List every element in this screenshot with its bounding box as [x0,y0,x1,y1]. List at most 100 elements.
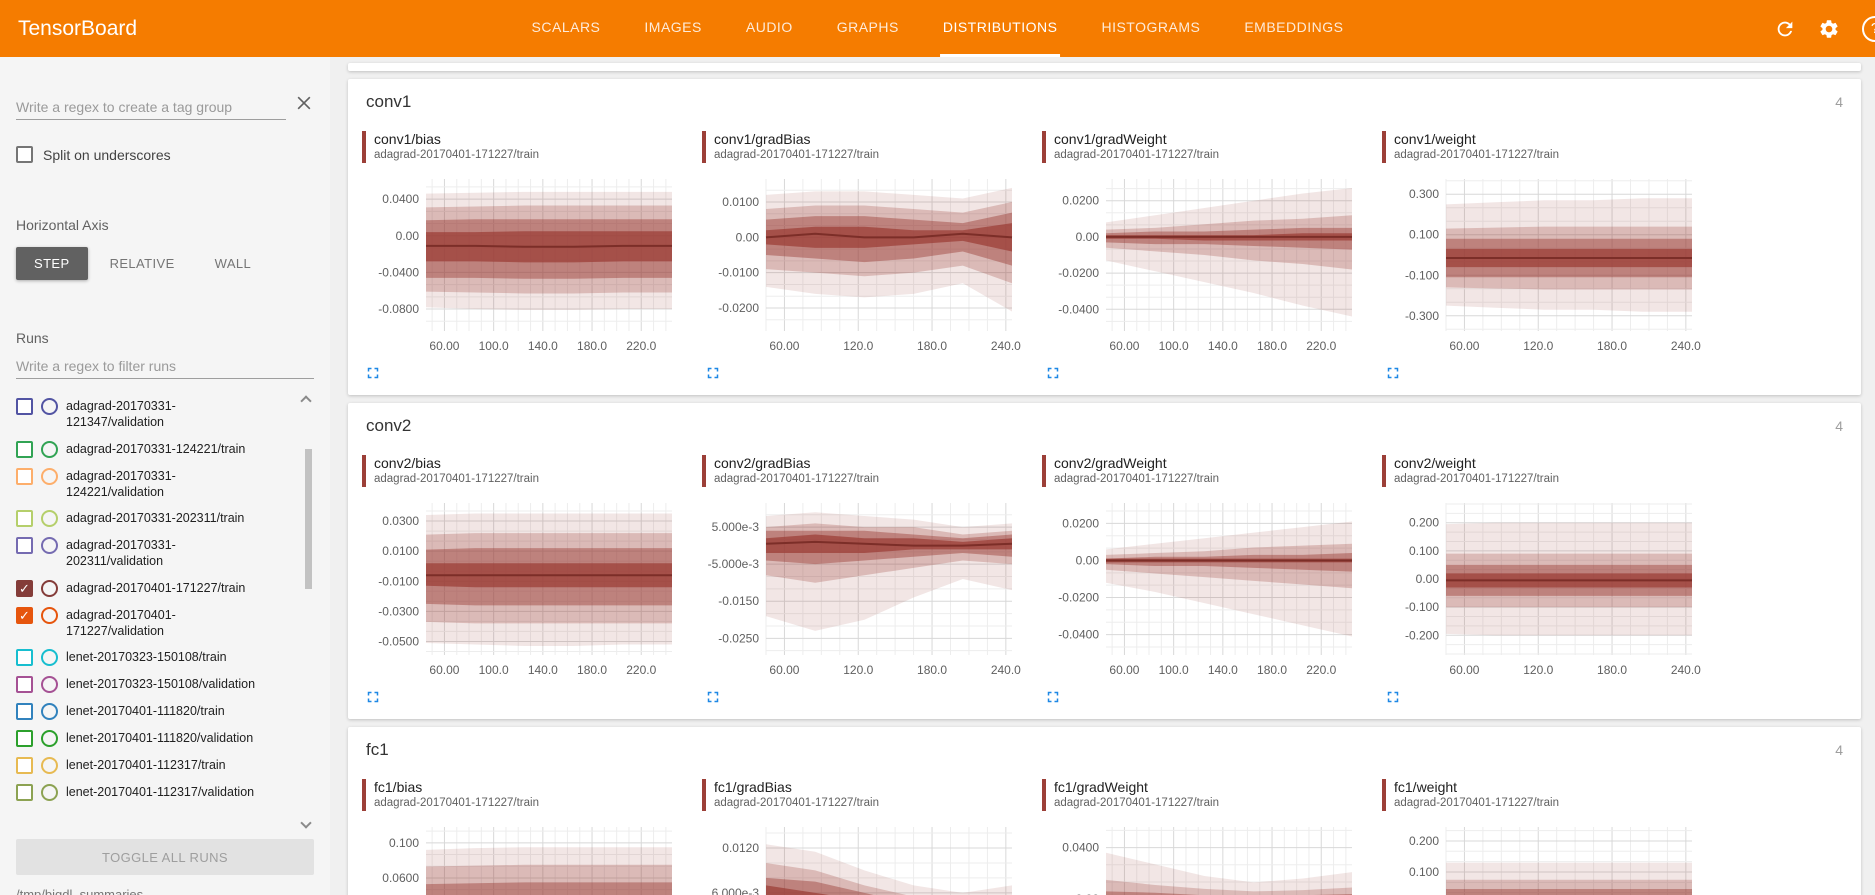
run-item[interactable]: ✓ adagrad-20170401-171227/validation [16,602,294,645]
run-radio[interactable] [41,510,58,527]
tag-group-regex-input[interactable] [16,95,286,120]
run-item[interactable]: adagrad-20170331-124221/validation [16,463,294,506]
tab-distributions[interactable]: DISTRIBUTIONS [939,0,1061,57]
chart-row: conv1/bias adagrad-20170401-171227/train 0… [348,125,1861,395]
run-checkbox[interactable] [16,537,33,554]
expand-chart-button[interactable] [1384,688,1406,711]
run-checkbox[interactable]: ✓ [16,579,33,597]
svg-text:0.100: 0.100 [1409,228,1439,242]
run-radio[interactable] [41,757,58,774]
run-item[interactable]: lenet-20170401-112317/validation [16,779,294,806]
refresh-icon[interactable] [1774,18,1796,40]
run-radio[interactable] [41,730,58,747]
axis-mode-button-wall[interactable]: WALL [197,247,270,280]
expand-chart-button[interactable] [1044,688,1066,711]
chart-title: conv1/gradBias [714,131,811,147]
run-checkbox[interactable] [16,510,33,527]
run-checkbox[interactable] [16,649,33,666]
close-icon[interactable] [294,93,314,118]
run-checkbox[interactable] [16,467,33,485]
run-color-bar [1382,455,1386,487]
distribution-chart[interactable]: 0.1000.06000.0200-0.020060.00100.0140.01… [362,819,682,895]
run-radio[interactable] [41,649,58,666]
svg-text:220.0: 220.0 [626,663,656,677]
run-label: lenet-20170401-112317/train [66,758,226,772]
run-radio[interactable] [41,784,58,801]
runs-scrollbar-thumb[interactable] [305,449,312,589]
run-label: lenet-20170401-111820/validation [66,731,254,745]
settings-gear-icon[interactable] [1818,18,1840,40]
checkbox-icon [16,146,33,163]
distribution-chart[interactable]: 0.200 0.100 0.00 -0.100 -0.200 60.00 120.0 180.… [1382,495,1702,681]
section-header[interactable]: conv1 4 [348,79,1861,125]
run-item[interactable]: lenet-20170401-111820/validation [16,725,294,752]
run-radio[interactable] [41,703,58,720]
run-filter-input[interactable] [16,354,314,379]
run-item[interactable]: lenet-20170323-150108/train [16,644,294,671]
tab-histograms[interactable]: HISTOGRAMS [1101,19,1201,35]
distribution-chart[interactable]: 0.04000.00-0.040060.00100.0140.0180.0220… [1042,819,1362,895]
tab-embeddings[interactable]: EMBEDDINGS [1244,19,1344,35]
distribution-chart[interactable]: 0.0100 0.00 -0.0100 -0.0200 60.00 120.0 180.0 2… [702,171,1022,357]
tab-images[interactable]: IMAGES [644,19,702,35]
run-item[interactable]: ✓ adagrad-20170401-171227/train [16,575,294,602]
fullscreen-icon [367,691,379,703]
expand-chart-button[interactable] [364,364,386,387]
axis-mode-button-step[interactable]: STEP [16,247,88,280]
split-underscores-checkbox[interactable]: Split on underscores [16,146,314,163]
distribution-chart[interactable]: 0.0200 0.00 -0.0200 -0.0400 60.00 100.0 140.0 1… [1042,495,1362,681]
expand-chart-button[interactable] [704,364,726,387]
distribution-chart[interactable]: 0.0200 0.00 -0.0200 -0.0400 60.00 100.0 140.0 1… [1042,171,1362,357]
run-radio[interactable] [41,579,58,597]
tab-scalars[interactable]: SCALARS [531,19,601,35]
run-checkbox[interactable] [16,440,33,458]
run-label: adagrad-20170401-171227/validation [66,607,176,638]
run-item[interactable]: adagrad-20170331-121347/validation [16,393,294,436]
distribution-chart[interactable]: 0.0400 0.00 -0.0400 -0.0800 60.00 100.0 140.0 1… [362,171,682,357]
scroll-up-icon[interactable] [300,395,312,407]
chart-header: conv2/gradWeight adagrad-20170401-171227/… [1042,455,1382,495]
run-checkbox[interactable] [16,757,33,774]
run-checkbox[interactable] [16,730,33,747]
tab-graphs[interactable]: GRAPHS [836,19,899,35]
run-item[interactable]: lenet-20170401-112317/train [16,752,294,779]
help-icon[interactable]: ? [1862,15,1875,42]
run-item[interactable]: adagrad-20170331-202311/train [16,505,294,532]
section-header[interactable]: fc1 4 [348,727,1861,773]
run-checkbox[interactable]: ✓ [16,606,33,624]
run-checkbox[interactable] [16,703,33,720]
toggle-all-runs-button[interactable]: TOGGLE ALL RUNS [16,839,314,875]
run-item[interactable]: lenet-20170401-111820/train [16,698,294,725]
run-radio[interactable] [41,537,58,554]
chart-title: fc1/gradBias [714,779,792,795]
section-title: conv1 [366,92,412,111]
run-radio[interactable] [41,467,58,485]
axis-mode-button-relative[interactable]: RELATIVE [92,247,193,280]
run-radio[interactable] [41,676,58,693]
scroll-down-icon[interactable] [300,817,312,829]
distribution-chart[interactable]: 0.0300 0.0100 -0.0100 -0.0300 -0.0500 60.00 10… [362,495,682,681]
run-checkbox[interactable] [16,398,33,415]
run-checkbox[interactable] [16,784,33,801]
run-checkbox[interactable] [16,676,33,693]
svg-text:240.0: 240.0 [991,663,1021,677]
section-header[interactable]: conv2 4 [348,403,1861,449]
expand-chart-button[interactable] [1384,364,1406,387]
expand-chart-button[interactable] [704,688,726,711]
expand-chart-button[interactable] [1044,364,1066,387]
run-radio[interactable] [41,440,58,458]
distribution-chart[interactable]: 0.300 0.100 -0.100 -0.300 60.00 120.0 180.0 240… [1382,171,1702,357]
run-item[interactable]: adagrad-20170331-124221/train [16,436,294,463]
distribution-chart[interactable]: 5.000e-3 -5.000e-3 -0.0150 -0.0250 60.00 120.… [702,495,1022,681]
run-item[interactable]: lenet-20170323-150108/validation [16,671,294,698]
expand-chart-button[interactable] [364,688,386,711]
run-radio[interactable] [41,398,58,415]
run-radio[interactable] [41,606,58,624]
svg-text:180.0: 180.0 [917,339,947,353]
tab-audio[interactable]: AUDIO [745,19,793,35]
run-item[interactable]: adagrad-20170331-202311/validation [16,532,294,575]
svg-text:0.0400: 0.0400 [382,192,419,206]
svg-text:60.00: 60.00 [429,663,459,677]
